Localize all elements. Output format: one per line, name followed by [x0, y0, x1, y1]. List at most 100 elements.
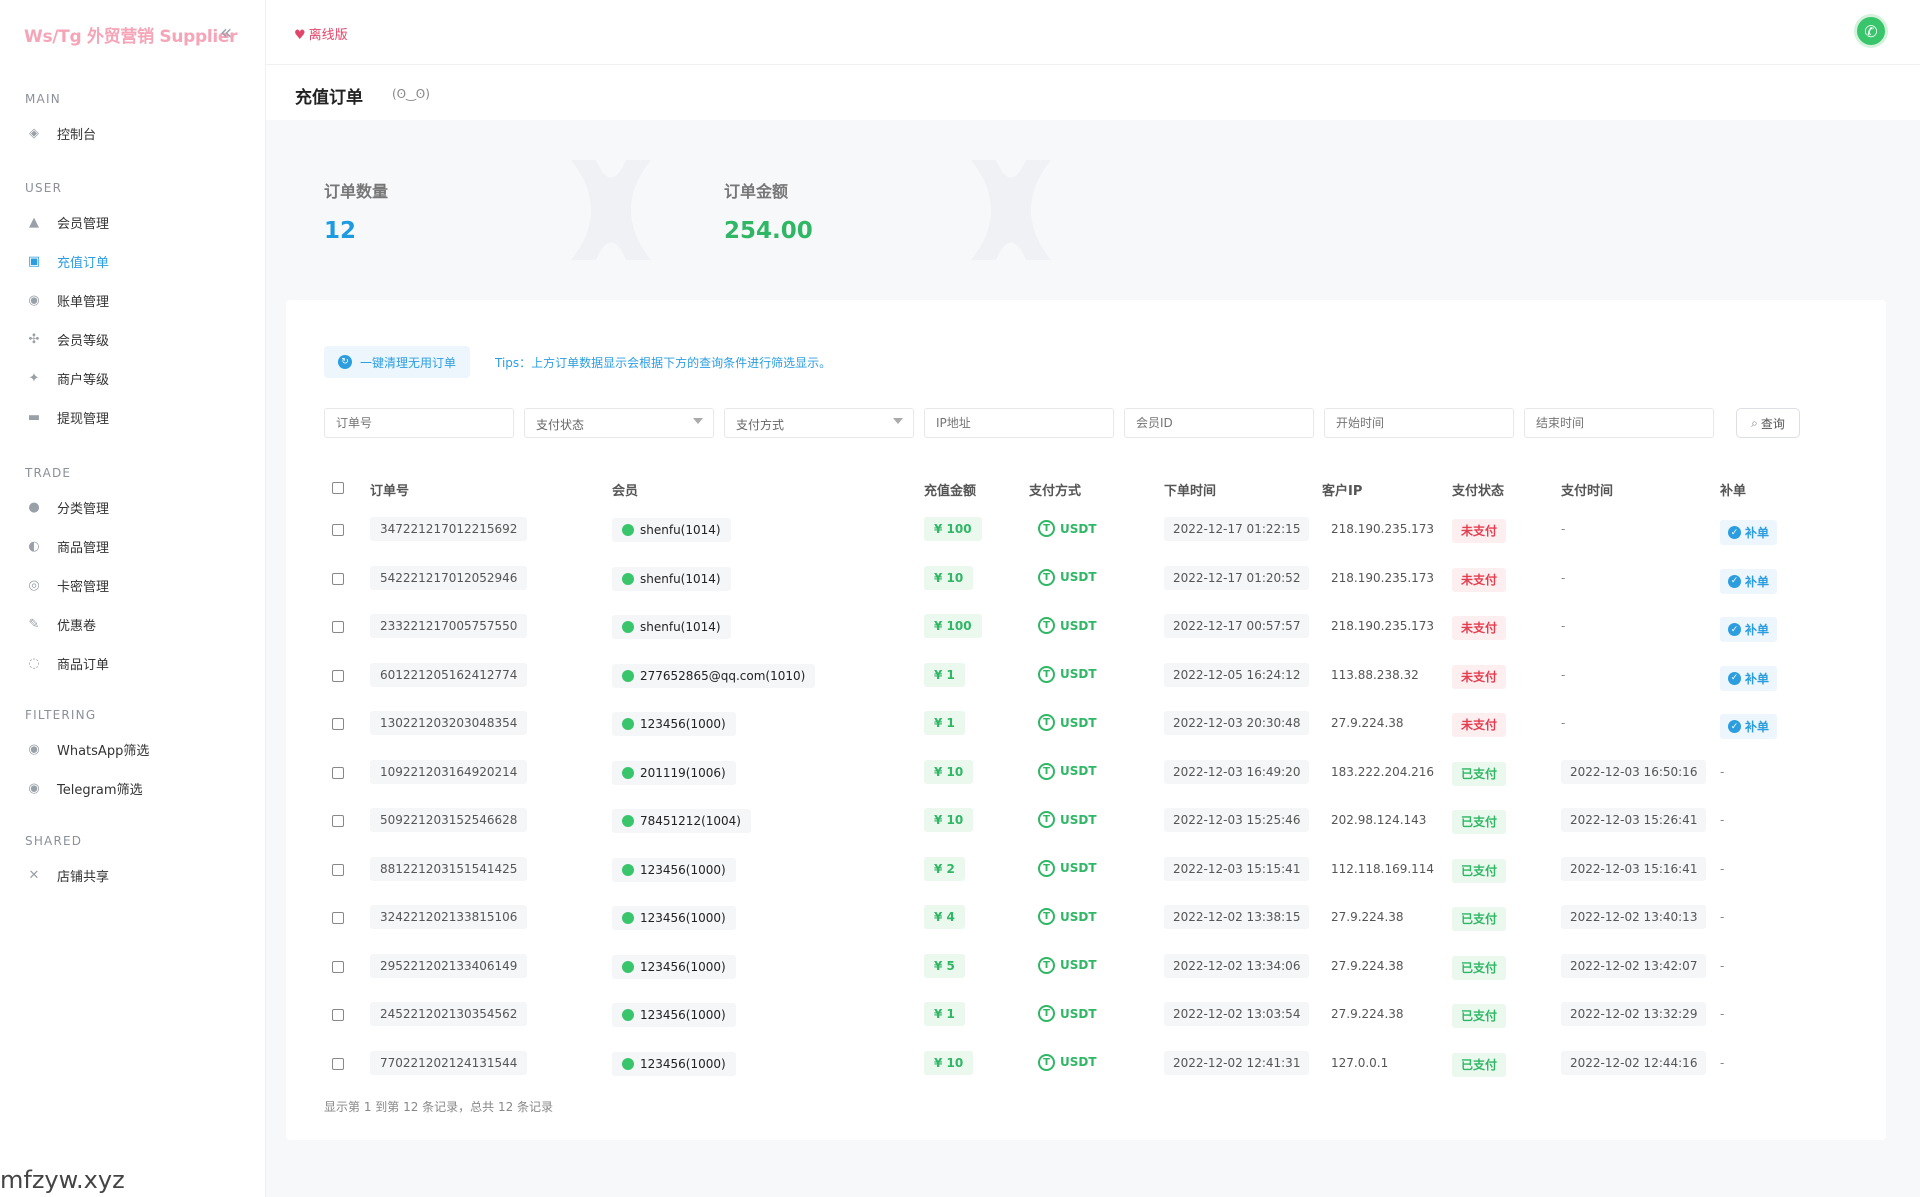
column-header: 充值金额 — [924, 484, 977, 499]
supplement-order-button[interactable]: ✓ 补单 — [1720, 568, 1778, 594]
table-row: 109221203164920214 201119(1006) ¥ 10 T USDT 2… — [286, 753, 1886, 801]
pay-status-select[interactable]: 支付状态 — [524, 408, 714, 438]
status-badge: 未支付 — [1452, 664, 1507, 689]
member-badge[interactable]: 123456(1000) — [612, 906, 736, 930]
sidebar-item[interactable]: ◈ 控制台 — [25, 122, 96, 144]
order-time: 2022-12-05 16:24:12 — [1164, 662, 1310, 687]
supplement-order-button[interactable]: ✓ 补单 — [1720, 665, 1778, 691]
member-name: shenfu(1014) — [640, 571, 721, 586]
whatsapp-icon — [622, 766, 634, 779]
row-checkbox[interactable] — [332, 912, 344, 924]
recharge-amount: ¥ 2 — [924, 856, 965, 881]
pay-method: T USDT — [1038, 956, 1097, 974]
row-checkbox[interactable] — [332, 718, 344, 730]
member-badge[interactable]: shenfu(1014) — [612, 615, 731, 639]
row-checkbox[interactable] — [332, 815, 344, 827]
decorative-shape-icon — [971, 160, 1051, 260]
whatsapp-icon — [622, 1057, 634, 1070]
stat-order-amount: 订单金额 254.00 — [686, 140, 1086, 280]
sidebar-item[interactable]: ✦ 商户等级 — [25, 367, 109, 389]
recharge-amount: ¥ 10 — [924, 759, 974, 784]
sidebar-item[interactable]: ◎ 卡密管理 — [25, 574, 109, 596]
order-number: 233221217005757550 — [370, 614, 528, 638]
whatsapp-icon: ◉ — [28, 741, 40, 757]
page-title: 充值订单 — [295, 88, 363, 108]
pay-method-select[interactable]: 支付方式 — [724, 408, 914, 438]
sidebar-item[interactable]: ▣ 充值订单 — [25, 250, 109, 272]
member-id-input[interactable] — [1124, 408, 1314, 438]
order-number: 509221203152546628 — [370, 808, 528, 832]
avatar[interactable]: ✆ — [1854, 14, 1888, 48]
row-checkbox[interactable] — [332, 766, 344, 779]
supplement-order-button[interactable]: ✓ 补单 — [1720, 617, 1778, 642]
pay-method-label: USDT — [1060, 618, 1097, 633]
row-checkbox[interactable] — [332, 960, 344, 973]
sidebar-item[interactable]: ◉ Telegram筛选 — [25, 777, 142, 799]
clean-orders-button[interactable]: ↻ 一键清理无用订单 — [324, 346, 471, 378]
member-badge[interactable]: 277652865@qq.com(1010) — [612, 663, 816, 688]
stat-value: 254.00 — [724, 218, 813, 244]
client-ip: 113.88.238.32 — [1331, 667, 1419, 682]
supplement-order-button[interactable]: ✓ 补单 — [1720, 520, 1778, 545]
status-badge: 已支付 — [1452, 1004, 1507, 1028]
row-checkbox[interactable] — [332, 1057, 344, 1070]
brand-logo[interactable]: Ws/Tg 外贸营销 Supplier — [24, 27, 238, 47]
member-badge[interactable]: 123456(1000) — [612, 954, 736, 979]
row-checkbox[interactable] — [332, 1009, 344, 1021]
recharge-icon: ▣ — [27, 253, 41, 269]
start-time-input[interactable] — [1324, 408, 1514, 438]
row-checkbox[interactable] — [332, 572, 344, 585]
topbar: ♥ 离线版 ✆ — [266, 0, 1920, 64]
pay-time: 2022-12-03 15:26:41 — [1561, 808, 1707, 832]
member-badge[interactable]: 201119(1006) — [612, 760, 736, 785]
sidebar-item[interactable]: ◌ 商品订单 — [25, 652, 109, 674]
ip-input[interactable] — [924, 408, 1114, 438]
order-no-input[interactable] — [324, 408, 514, 438]
check-circle-icon: ✓ — [1728, 526, 1741, 539]
double-chevron-left-icon[interactable]: « — [220, 20, 233, 44]
member-badge[interactable]: 123456(1000) — [612, 712, 736, 736]
sidebar-item[interactable]: ◉ 账单管理 — [25, 289, 109, 311]
telegram-icon: ◉ — [28, 780, 40, 796]
pay-time: - — [1561, 522, 1566, 536]
member-badge[interactable]: 123456(1000) — [612, 1051, 736, 1076]
end-time-input[interactable] — [1524, 408, 1714, 438]
search-button[interactable]: ⌕ 查询 — [1736, 408, 1800, 438]
sidebar-item[interactable]: ✕ 店铺共享 — [25, 864, 109, 886]
member-name: 123456(1000) — [640, 1056, 726, 1071]
order-number: 245221202130354562 — [370, 1002, 528, 1026]
usdt-tether-icon: T — [1038, 1005, 1055, 1022]
row-checkbox[interactable] — [332, 863, 344, 876]
row-checkbox[interactable] — [332, 524, 344, 536]
member-badge[interactable]: 123456(1000) — [612, 1003, 736, 1027]
member-name: 123456(1000) — [640, 959, 726, 974]
member-badge[interactable]: 78451212(1004) — [612, 809, 751, 833]
row-checkbox[interactable] — [332, 669, 344, 682]
sidebar-item[interactable]: ◐ 商品管理 — [25, 535, 109, 557]
recharge-amount: ¥ 1 — [924, 1002, 965, 1026]
client-ip: 183.222.204.216 — [1331, 764, 1435, 779]
member-name: 277652865@qq.com(1010) — [640, 668, 806, 683]
member-badge[interactable]: shenfu(1014) — [612, 518, 731, 542]
withdraw-icon: ▬ — [27, 409, 41, 425]
sidebar-item[interactable]: ◉ WhatsApp筛选 — [25, 738, 149, 760]
sidebar-item[interactable]: ✎ 优惠卷 — [25, 613, 96, 635]
sidebar-item[interactable]: ▬ 提现管理 — [25, 406, 109, 428]
sidebar-item[interactable]: ● 分类管理 — [25, 496, 109, 518]
supplement-order-button[interactable]: ✓ 补单 — [1720, 714, 1778, 739]
table-row: 509221203152546628 78451212(1004) ¥ 10 T USD… — [286, 801, 1886, 849]
member-badge[interactable]: shenfu(1014) — [612, 566, 731, 591]
supplement-placeholder: - — [1720, 813, 1725, 827]
select-all-checkbox[interactable] — [332, 482, 344, 494]
recharge-amount: ¥ 4 — [924, 905, 965, 929]
order-number: 130221203203048354 — [370, 711, 528, 735]
pay-method-label: USDT — [1060, 1006, 1097, 1021]
member-badge[interactable]: 123456(1000) — [612, 857, 736, 882]
table-row: 881221203151541425 123456(1000) ¥ 2 T USDT 20… — [286, 850, 1886, 898]
sidebar-item[interactable]: ▲ 会员管理 — [25, 211, 109, 233]
sidebar-section-title: FILTERING — [25, 708, 97, 722]
sidebar-item[interactable]: ✣ 会员等级 — [25, 328, 109, 350]
sidebar-item-label: 店铺共享 — [57, 869, 110, 885]
row-checkbox[interactable] — [332, 621, 344, 633]
pay-time: - — [1561, 619, 1566, 633]
